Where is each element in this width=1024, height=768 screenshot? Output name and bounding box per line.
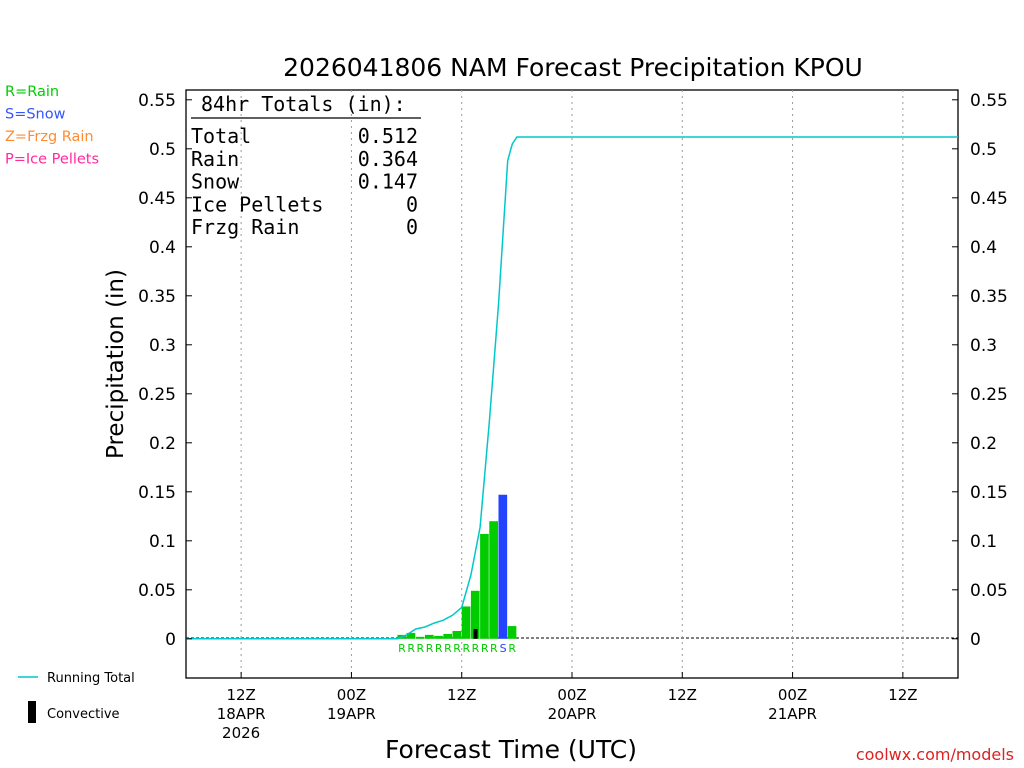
totals-rows: Total 0.512 Rain 0.364 Snow 0.147 Ice Pellets 0… bbox=[191, 124, 418, 239]
y-tick-label-left: 0.5 bbox=[149, 140, 176, 160]
y-tick-label-left: 0.3 bbox=[149, 336, 176, 356]
y-tick-label-right: 0.5 bbox=[970, 140, 997, 160]
y-tick-label-right: 0.55 bbox=[970, 91, 1008, 111]
y-axis-label: Precipitation (in) bbox=[103, 269, 129, 459]
totals-row-value: 0.512 bbox=[358, 124, 418, 148]
y-tick-label-right: 0.35 bbox=[970, 287, 1008, 307]
ptype-letter: R bbox=[481, 642, 489, 655]
ptype-letter: R bbox=[444, 642, 452, 655]
y-tick-label-right: 0.3 bbox=[970, 336, 997, 356]
totals-header: 84hr Totals (in): bbox=[201, 92, 406, 116]
y-tick-label-left: 0.25 bbox=[138, 385, 176, 405]
y-tick-label-left: 0.05 bbox=[138, 581, 176, 601]
totals-row-value: 0.364 bbox=[358, 147, 418, 171]
precip-bar bbox=[470, 590, 480, 639]
ptype-letter: R bbox=[490, 642, 498, 655]
site-credit: coolwx.com/models bbox=[856, 745, 1014, 764]
precip-bar bbox=[434, 635, 443, 639]
y-tick-label-left: 0.15 bbox=[138, 483, 176, 503]
x-tick-date: 19APR bbox=[327, 705, 376, 723]
x-tick-date: 18APR bbox=[217, 705, 266, 723]
ptype-letter: R bbox=[398, 642, 406, 655]
totals-row-value: 0.147 bbox=[358, 170, 418, 194]
y-tick-label-right: 0 bbox=[970, 630, 981, 650]
y-tick-label-right: 0.15 bbox=[970, 483, 1008, 503]
precip-bar bbox=[507, 626, 517, 639]
y-tick-label-left: 0.2 bbox=[149, 434, 176, 454]
x-tick-label: 12Z bbox=[888, 686, 917, 704]
ptype-letter: R bbox=[426, 642, 434, 655]
ptype-legend-item: P=Ice Pellets bbox=[5, 152, 99, 168]
ptype-letter: S bbox=[500, 642, 507, 655]
running-total-line bbox=[186, 136, 958, 640]
ptype-legend-item: R=Rain bbox=[5, 84, 59, 100]
x-tick-label: 00Z bbox=[337, 686, 366, 704]
precip-bar bbox=[498, 494, 508, 639]
y-tick-label-right: 0.05 bbox=[970, 581, 1008, 601]
precip-bar bbox=[480, 533, 489, 639]
x-tick-label: 00Z bbox=[557, 686, 586, 704]
totals-row-value: 0 bbox=[406, 215, 418, 239]
totals-row-label: Total bbox=[191, 124, 251, 148]
y-tick-label-right: 0.1 bbox=[970, 532, 997, 552]
ptype-letter: R bbox=[462, 642, 470, 655]
ptype-legend-item: Z=Frzg Rain bbox=[5, 129, 94, 145]
totals-row-label: Ice Pellets bbox=[191, 192, 323, 216]
totals-row-value: 0 bbox=[406, 192, 418, 216]
bottom-legend: Running Total Convective bbox=[18, 671, 135, 723]
chart-title: 2026041806 NAM Forecast Precipitation KP… bbox=[283, 53, 863, 82]
y-tick-label-left: 0.1 bbox=[149, 532, 176, 552]
ptype-letter: R bbox=[435, 642, 443, 655]
y-tick-label-left: 0.55 bbox=[138, 91, 176, 111]
precip-bar bbox=[415, 636, 425, 639]
y-tick-label-left: 0.45 bbox=[138, 189, 176, 209]
ptype-letter: R bbox=[472, 642, 480, 655]
ptype-legend: R=Rain S=Snow Z=Frzg Rain P=Ice Pellets bbox=[5, 84, 99, 168]
ptype-letter: R bbox=[508, 642, 516, 655]
running-total-legend-label: Running Total bbox=[47, 671, 135, 686]
ptype-letter: R bbox=[453, 642, 461, 655]
totals-row-label: Rain bbox=[191, 147, 239, 171]
precip-bar bbox=[489, 521, 498, 639]
x-tick-year: 2026 bbox=[222, 724, 260, 742]
convective-legend-swatch bbox=[28, 701, 36, 723]
y-tick-label-left: 0 bbox=[165, 630, 176, 650]
y-tick-label-right: 0.4 bbox=[970, 238, 997, 258]
precip-bar bbox=[461, 606, 471, 639]
y-tick-label-right: 0.2 bbox=[970, 434, 997, 454]
y-axis-ticks: 0 00.05 0.050.1 0.10.15 0.150.2 0.20.25 0.250.… bbox=[138, 91, 1008, 650]
precip-bars bbox=[397, 494, 517, 639]
ptype-letter: R bbox=[407, 642, 415, 655]
x-tick-label: 12Z bbox=[226, 686, 255, 704]
precip-bar bbox=[424, 634, 434, 639]
y-tick-label-left: 0.4 bbox=[149, 238, 176, 258]
precip-bar bbox=[443, 633, 453, 639]
convective-bar bbox=[473, 629, 478, 639]
x-tick-label: 12Z bbox=[668, 686, 697, 704]
grid-lines bbox=[240, 90, 904, 678]
precip-bar bbox=[452, 630, 462, 639]
x-axis-label: Forecast Time (UTC) bbox=[385, 735, 637, 764]
x-tick-date: 21APR bbox=[768, 705, 817, 723]
ptype-letter: R bbox=[417, 642, 425, 655]
ptype-legend-item: S=Snow bbox=[5, 107, 66, 123]
totals-row-label: Frzg Rain bbox=[191, 215, 299, 239]
totals-row-label: Snow bbox=[191, 170, 240, 194]
x-tick-label: 00Z bbox=[778, 686, 807, 704]
x-tick-date: 20APR bbox=[548, 705, 597, 723]
y-tick-label-right: 0.45 bbox=[970, 189, 1008, 209]
running-total-layer bbox=[186, 136, 958, 640]
precip-bar bbox=[406, 632, 416, 639]
y-tick-label-left: 0.35 bbox=[138, 287, 176, 307]
totals-box: 84hr Totals (in): Total 0.512 Rain 0.364 Sno… bbox=[191, 92, 421, 239]
y-tick-label-right: 0.25 bbox=[970, 385, 1008, 405]
x-tick-label: 12Z bbox=[447, 686, 476, 704]
convective-legend-label: Convective bbox=[47, 707, 120, 722]
